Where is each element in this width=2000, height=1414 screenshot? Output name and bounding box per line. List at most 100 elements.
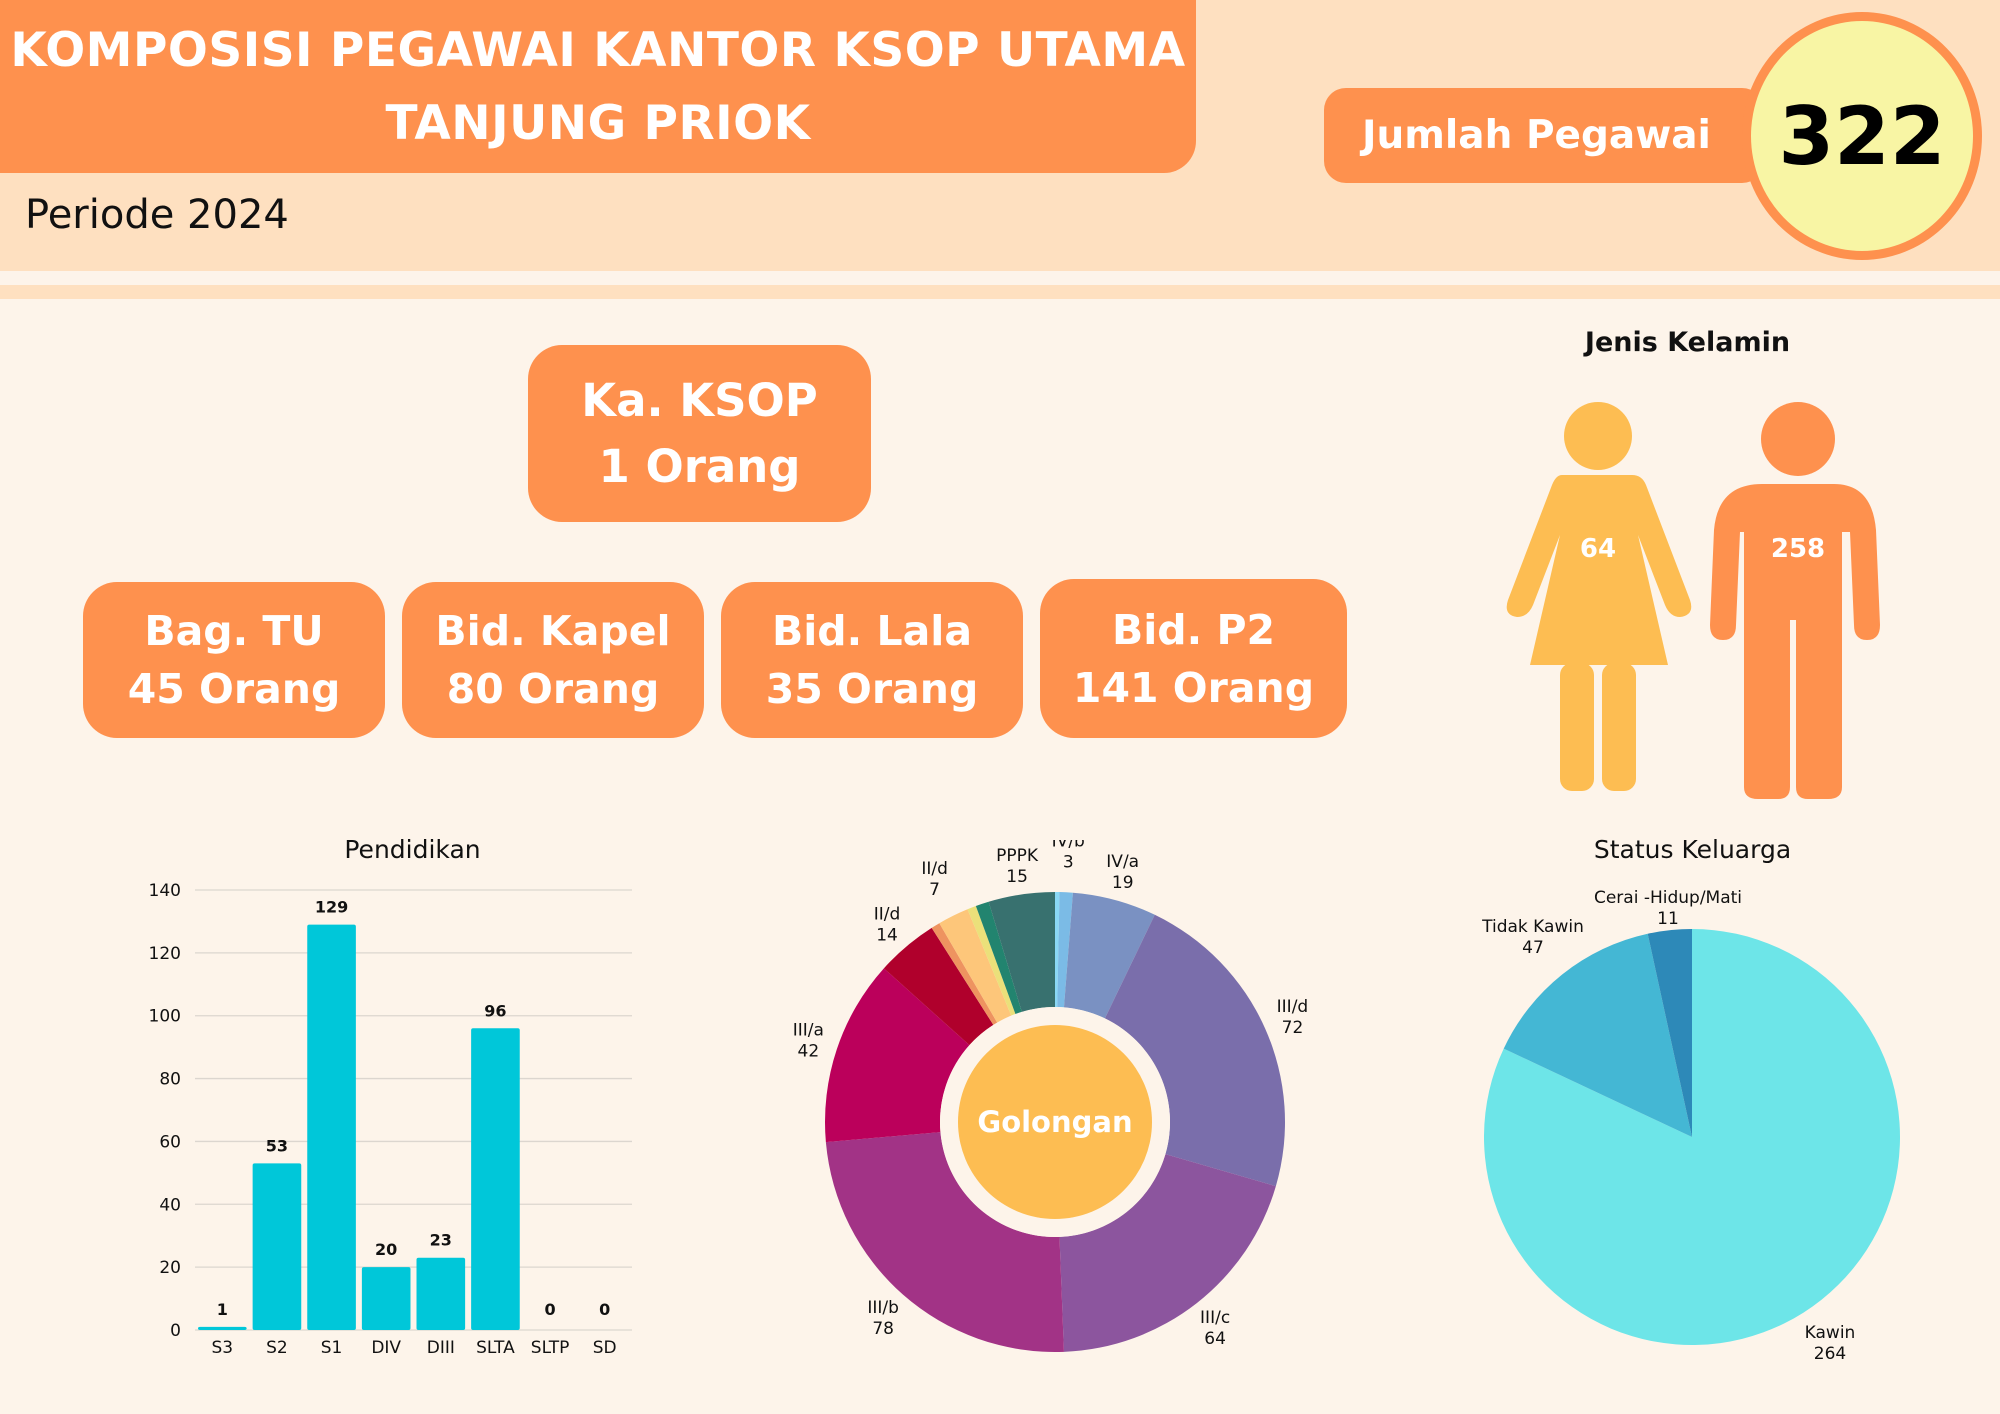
org-unit-box: Bid. Kapel 80 Orang bbox=[402, 582, 704, 738]
bar-diii bbox=[416, 1257, 466, 1330]
male-figure-icon bbox=[1710, 402, 1880, 799]
golongan-donut-chart: IV/b3 IV/a19 III/d72 III/c64 III/b78 III/a42 I… bbox=[793, 840, 1309, 1352]
x-tick-label: DIV bbox=[371, 1338, 401, 1358]
donut-slice-iii-a bbox=[825, 968, 970, 1143]
divider-stripe bbox=[0, 271, 2000, 285]
total-employees-badge: 322 bbox=[1742, 12, 1982, 260]
family-status-chart-title: Status Keluarga bbox=[1593, 835, 1792, 864]
pie-slice-label: Tidak Kawin bbox=[1481, 917, 1584, 937]
bar-value-label: 96 bbox=[484, 1001, 506, 1020]
donut-slice-label: IV/a bbox=[1106, 852, 1139, 872]
donut-slice-value: 42 bbox=[798, 1042, 820, 1062]
org-unit-count: 35 Orang bbox=[765, 665, 979, 713]
org-unit-box: Bid. P2 141 Orang bbox=[1040, 579, 1347, 738]
org-unit-name: Bid. Lala bbox=[771, 607, 972, 655]
female-figure-icon bbox=[1506, 402, 1692, 791]
pie-slice-label: Cerai -Hidup/Mati bbox=[1594, 888, 1742, 908]
donut-slice-label: PPPK bbox=[996, 846, 1039, 866]
org-unit-count: 141 Orang bbox=[1072, 663, 1315, 712]
donut-center bbox=[958, 1025, 1152, 1219]
org-head-box: Ka. KSOP 1 Orang bbox=[528, 345, 871, 522]
x-tick-label: S2 bbox=[266, 1338, 288, 1358]
bar-value-label: 0 bbox=[544, 1300, 555, 1319]
bar-div bbox=[361, 1267, 411, 1330]
donut-slice-value: 72 bbox=[1282, 1018, 1304, 1038]
y-tick-label: 80 bbox=[159, 1070, 181, 1090]
org-unit-box: Bag. TU 45 Orang bbox=[83, 582, 385, 738]
donut-slice-label: III/c bbox=[1200, 1308, 1230, 1328]
y-tick-label: 140 bbox=[149, 881, 181, 901]
y-tick-label: 0 bbox=[170, 1321, 181, 1341]
pie-slice-cerai-hidup-mati bbox=[1647, 929, 1692, 1137]
donut-slice-value: 19 bbox=[1112, 873, 1134, 893]
bar-value-label: 53 bbox=[266, 1136, 288, 1155]
page-title-line1: KOMPOSISI PEGAWAI KANTOR KSOP UTAMA bbox=[10, 22, 1186, 78]
donut-slice bbox=[1055, 892, 1060, 1008]
divider-stripe bbox=[0, 285, 2000, 299]
total-employees-value: 322 bbox=[1778, 89, 1946, 183]
org-unit-box: Bid. Lala 35 Orang bbox=[721, 582, 1023, 738]
title-banner: KOMPOSISI PEGAWAI KANTOR KSOP UTAMA TANJ… bbox=[0, 0, 1196, 173]
bar-s2 bbox=[252, 1163, 302, 1330]
bar-value-label: 129 bbox=[315, 898, 348, 917]
donut-slice-label: III/a bbox=[793, 1021, 824, 1041]
x-tick-label: DIII bbox=[427, 1338, 455, 1358]
donut-slice-value: 64 bbox=[1204, 1329, 1226, 1349]
org-unit-count: 45 Orang bbox=[127, 665, 341, 713]
education-chart-title: Pendidikan bbox=[344, 835, 481, 864]
donut-slice-iv-a bbox=[1063, 892, 1155, 1019]
donut-slice-value: 78 bbox=[872, 1319, 894, 1339]
donut-slice-iv-b bbox=[1057, 892, 1073, 1008]
donut-slice-ii-d bbox=[939, 909, 1012, 1023]
total-employees-label: Jumlah Pegawai bbox=[1362, 113, 1711, 158]
male-count: 258 bbox=[1771, 534, 1825, 564]
page-title-line2: TANJUNG PRIOK bbox=[385, 95, 811, 151]
donut-slice-label: IV/b bbox=[1052, 840, 1085, 851]
x-tick-label: SLTA bbox=[476, 1338, 515, 1358]
pie-slice-value: 47 bbox=[1522, 938, 1544, 958]
total-employees-label-box: Jumlah Pegawai bbox=[1324, 88, 1764, 183]
gender-figures: 64 258 bbox=[1506, 402, 1880, 799]
donut-slice-value: 15 bbox=[1006, 867, 1028, 887]
y-tick-label: 40 bbox=[159, 1195, 181, 1215]
org-head-count: 1 Orang bbox=[598, 439, 801, 493]
donut-slice-label: II/d bbox=[921, 859, 948, 879]
org-unit-name: Bid. Kapel bbox=[435, 607, 671, 655]
donut-slice bbox=[931, 923, 998, 1025]
donut-slice-iii-d bbox=[1104, 914, 1285, 1187]
x-tick-label: SD bbox=[593, 1338, 617, 1358]
donut-slice-ii-d bbox=[883, 927, 994, 1046]
donut-center-title: Golongan bbox=[977, 1105, 1132, 1139]
x-tick-label: S3 bbox=[212, 1338, 234, 1358]
donut-slice-iii-b bbox=[825, 1132, 1064, 1352]
donut-slice-label: III/b bbox=[867, 1298, 899, 1318]
bar-value-label: 23 bbox=[430, 1231, 452, 1250]
bar-slta bbox=[471, 1028, 520, 1330]
donut-slice-pppk bbox=[988, 892, 1055, 1012]
org-unit-count: 80 Orang bbox=[446, 665, 660, 713]
y-tick-label: 120 bbox=[149, 944, 181, 964]
donut-slice-label: III/d bbox=[1277, 997, 1309, 1017]
bar-s3 bbox=[198, 1326, 247, 1330]
y-tick-label: 100 bbox=[149, 1007, 181, 1027]
gender-title: Jenis Kelamin bbox=[1584, 327, 1791, 358]
x-tick-label: S1 bbox=[321, 1338, 343, 1358]
female-count: 64 bbox=[1580, 534, 1616, 564]
donut-slice-iii-c bbox=[1059, 1154, 1276, 1352]
donut-slice-value: 7 bbox=[929, 880, 940, 900]
education-bar-chart: 0 20 40 60 80 100 120 140 1 S3 53 S2 129 S1 20 DIV 23 DII… bbox=[149, 881, 632, 1358]
bar-value-label: 0 bbox=[599, 1300, 610, 1319]
donut-slice bbox=[967, 906, 1016, 1016]
donut-slice-value: 3 bbox=[1063, 852, 1074, 872]
pie-slice-value: 264 bbox=[1814, 1344, 1846, 1364]
donut-slice-value: 14 bbox=[876, 926, 898, 946]
donut-slice bbox=[975, 901, 1022, 1015]
bar-value-label: 1 bbox=[217, 1300, 228, 1319]
y-tick-label: 20 bbox=[159, 1258, 181, 1278]
org-unit-name: Bag. TU bbox=[144, 607, 324, 655]
y-tick-label: 60 bbox=[159, 1132, 181, 1152]
period-label: Periode 2024 bbox=[25, 192, 289, 238]
pie-slice-value: 11 bbox=[1657, 909, 1679, 929]
x-tick-label: SLTP bbox=[531, 1338, 570, 1358]
